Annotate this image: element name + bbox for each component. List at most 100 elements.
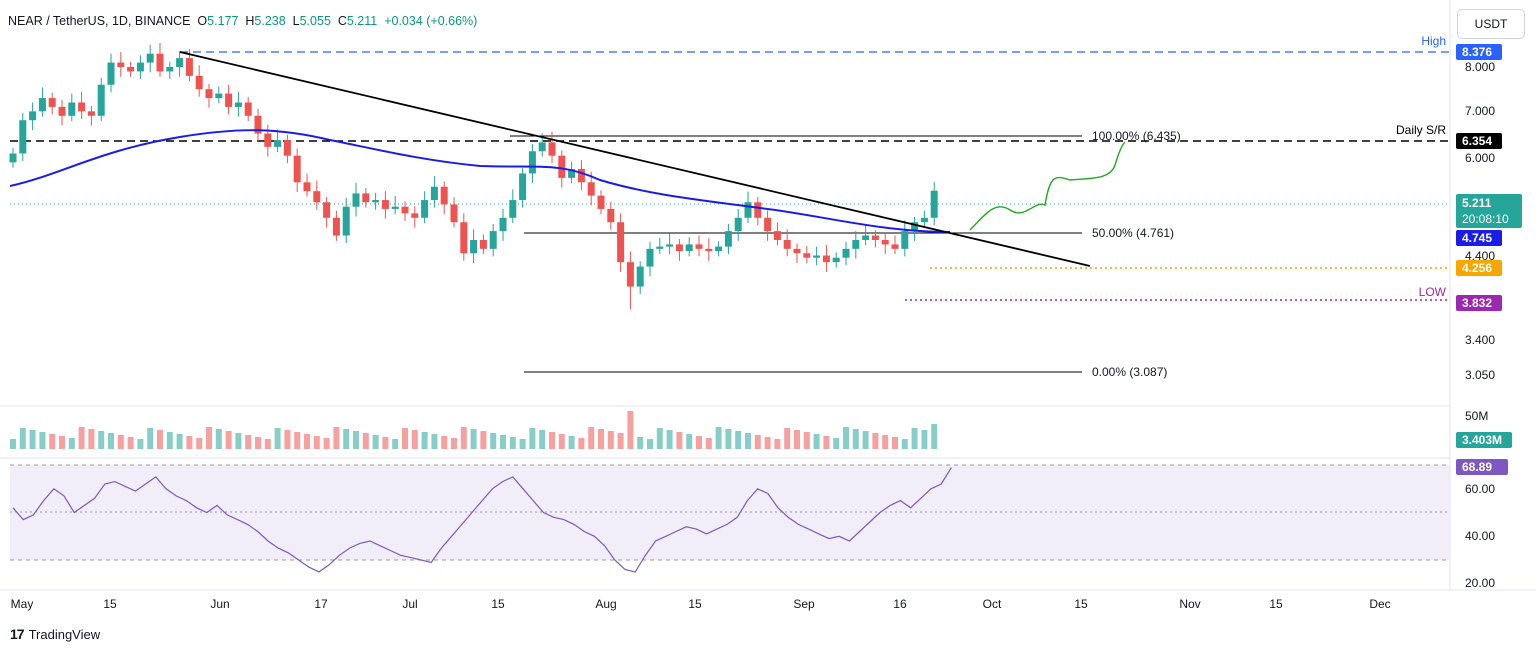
volume-bar <box>108 433 114 449</box>
time-tick-label: Aug <box>595 597 616 611</box>
grid <box>0 0 1536 591</box>
volume-bar <box>137 439 144 449</box>
volume-bar <box>637 437 644 449</box>
volume-bar <box>157 430 163 449</box>
low-label: L <box>292 14 300 28</box>
volume-bar <box>98 431 105 449</box>
volume-bar <box>715 427 722 449</box>
candle-body <box>29 111 37 121</box>
volume-bar <box>382 437 389 449</box>
candle-body <box>881 239 889 245</box>
volume-bar <box>343 429 350 449</box>
candle-body <box>832 257 840 263</box>
countdown-value: 20:08:10 <box>1462 212 1509 226</box>
high-label: H <box>245 14 255 28</box>
symbol-title: NEAR / TetherUS, 1D, BINANCE <box>8 14 191 28</box>
candle-body <box>646 248 654 267</box>
price-badge <box>1456 230 1502 246</box>
volume-bar <box>88 429 95 449</box>
candle-body <box>852 239 860 249</box>
candle-body <box>754 202 762 218</box>
volume-bar <box>451 438 457 449</box>
volume-bar <box>686 434 693 449</box>
candle-body <box>626 262 634 287</box>
close-label: C <box>337 14 347 28</box>
volume-bar <box>196 438 203 449</box>
volume-bar <box>862 431 869 449</box>
candle-body <box>724 231 732 247</box>
volume-bar <box>823 436 830 449</box>
candle-body <box>372 200 380 203</box>
rsi-value: 68.89 <box>1462 460 1492 474</box>
volume-bars <box>10 411 938 449</box>
volume-bar <box>323 438 330 449</box>
high-value: 5.238 <box>254 14 286 28</box>
volume-bar <box>274 428 281 449</box>
time-tick-label: 15 <box>491 597 505 611</box>
volume-bar <box>127 437 134 449</box>
candle-body <box>332 217 340 236</box>
time-tick-label: Nov <box>1179 597 1200 611</box>
candle-body <box>577 169 585 183</box>
candle-body <box>195 75 203 90</box>
time-tick-label: 15 <box>688 597 702 611</box>
candle-body <box>127 67 135 72</box>
candle-body <box>489 231 497 249</box>
candle-body <box>783 239 791 249</box>
volume-bar <box>617 433 624 449</box>
candle-body <box>519 173 527 201</box>
fib-level-label: 100.00% (6.435) <box>1092 129 1181 143</box>
rsi-tick-label: 20.00 <box>1465 576 1495 590</box>
candle-body <box>558 155 566 178</box>
candle-body <box>38 98 46 112</box>
tradingview-logo[interactable]: 17 TradingView <box>10 626 100 642</box>
candle-body <box>117 62 125 67</box>
candle-body <box>538 142 546 152</box>
candle-body <box>58 106 66 116</box>
volume-bar <box>480 431 487 449</box>
candle-body <box>568 169 576 178</box>
candle-body <box>48 98 56 107</box>
volume-bar <box>333 427 340 449</box>
candle-body <box>352 193 360 207</box>
time-tick-label: 15 <box>103 597 117 611</box>
candle-body <box>773 231 781 240</box>
rsi-badge <box>1456 459 1508 475</box>
volume-bar <box>578 438 585 449</box>
volume-bar <box>402 428 408 449</box>
candle-body <box>19 120 27 154</box>
volume-bar <box>176 434 183 449</box>
price-badge-value: 4.745 <box>1462 231 1492 245</box>
descending-trendline <box>179 51 1091 267</box>
candle-body <box>107 62 115 85</box>
currency-button[interactable]: USDT <box>1457 9 1525 39</box>
price-tick-label: 3.400 <box>1465 333 1495 347</box>
volume-value: 3.403M <box>1462 433 1502 447</box>
candle-body <box>675 244 683 252</box>
candle-body <box>146 53 154 63</box>
volume-bar <box>588 427 595 449</box>
price-tick-label: 8.000 <box>1465 60 1495 74</box>
candle-body <box>509 200 517 218</box>
time-tick-label: Dec <box>1369 597 1390 611</box>
symbol-header: NEAR / TetherUS, 1D, BINANCE O5.177 H5.2… <box>8 14 477 28</box>
volume-bar <box>794 430 800 449</box>
volume-bar <box>901 439 908 449</box>
volume-bar <box>529 428 536 449</box>
price-badge <box>1456 295 1502 311</box>
candle-body <box>381 200 389 209</box>
price-badge <box>1456 133 1502 149</box>
volume-axis-label: 50M <box>1465 409 1488 423</box>
price-tick-label: 4.400 <box>1465 249 1495 263</box>
volume-bar <box>313 436 320 449</box>
candle-body <box>842 248 850 258</box>
volume-bar <box>166 432 173 449</box>
candle-body <box>362 193 370 203</box>
volume-bar <box>539 430 546 449</box>
candle-body <box>715 246 723 252</box>
close-value: 5.211 <box>346 14 378 28</box>
candle-body <box>303 182 311 192</box>
volume-bar <box>882 435 889 449</box>
last-price-badge <box>1456 194 1522 228</box>
volume-bar <box>29 430 36 449</box>
